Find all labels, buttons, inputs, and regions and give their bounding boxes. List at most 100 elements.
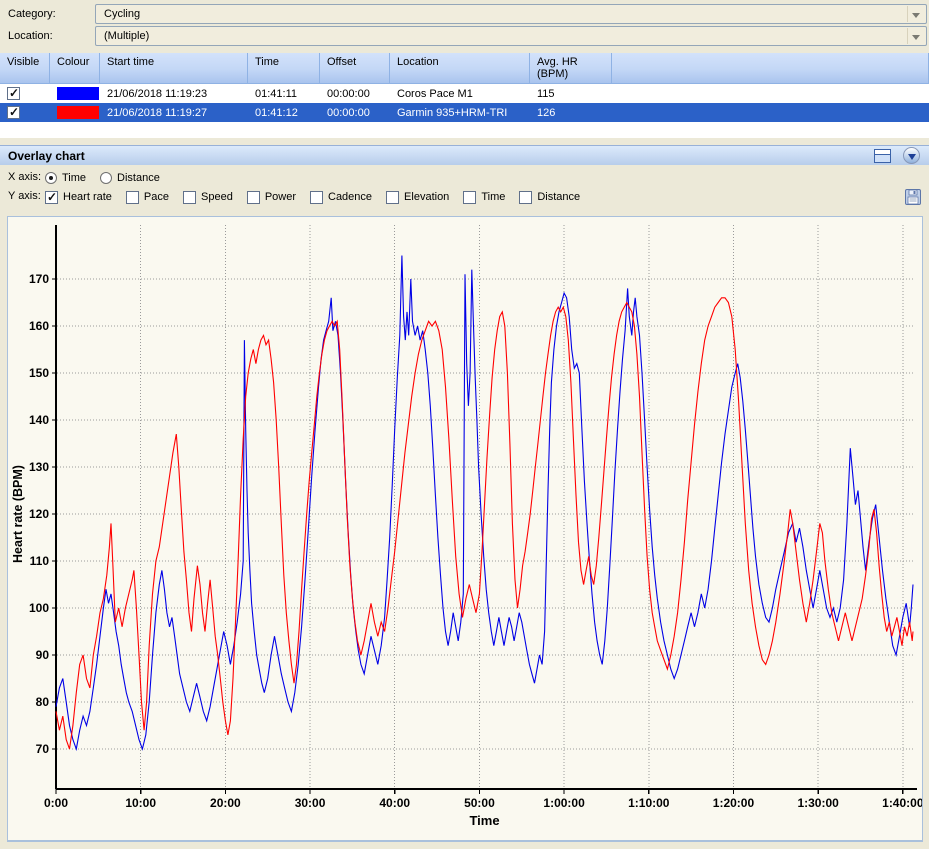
x-tick-label: 0:00 (44, 796, 68, 810)
radio-distance[interactable] (100, 172, 113, 184)
start-time-cell: 21/06/2018 11:19:23 (107, 87, 208, 100)
option-label: Elevation (404, 191, 450, 203)
column-header-avg-hr-bpm-[interactable]: Avg. HR (BPM) (530, 53, 612, 83)
y-tick-label: 120 (29, 507, 49, 521)
y-tick-label: 110 (30, 554, 50, 568)
checkbox-time[interactable] (463, 190, 477, 204)
option-label: Distance (537, 191, 581, 203)
overlay-chart-panel: 70 80 90 100 110 120 130 140 150 160 170 0:00 10:00 2… (7, 216, 924, 842)
option-label: Speed (201, 191, 233, 203)
table-row[interactable]: 21/06/2018 11:19:23 01:41:11 00:00:00 Coros… (0, 84, 929, 103)
location-cell: Coros Pace M1 (397, 87, 473, 100)
colour-swatch[interactable] (57, 87, 99, 100)
colour-swatch[interactable] (57, 106, 99, 119)
location-cell: Garmin 935+HRM-TRI (397, 106, 508, 119)
time-cell: 01:41:11 (255, 87, 298, 100)
avg-hr-cell: 126 (537, 106, 556, 119)
restore-window-icon[interactable] (874, 149, 891, 163)
yaxis-option-power[interactable]: Power (246, 190, 296, 204)
category-dropdown-button[interactable] (907, 6, 925, 22)
y-tick-label: 80 (36, 695, 50, 709)
column-header-filler[interactable] (612, 53, 929, 83)
column-header-location[interactable]: Location (390, 53, 530, 83)
x-axis-title: Time (469, 813, 499, 828)
column-header-start-time[interactable]: Start time (100, 53, 248, 83)
yaxis-option-distance[interactable]: Distance (519, 190, 581, 204)
activities-table: Visible Colour Start time Time Offset Locatio… (0, 53, 929, 138)
checkbox-cadence[interactable] (310, 190, 323, 204)
checkbox-power[interactable] (246, 190, 260, 204)
colour-cell (50, 87, 100, 100)
option-label: Distance (117, 172, 160, 184)
x-tick-label: 10:00 (125, 796, 156, 810)
yaxis-option-time[interactable]: Time (463, 190, 506, 204)
overlay-chart[interactable]: 70 80 90 100 110 120 130 140 150 160 170 0:00 10:00 2… (8, 217, 924, 839)
category-dropdown[interactable]: Cycling (95, 4, 927, 24)
offset-cell: 00:00:00 (327, 87, 370, 100)
collapse-panel-icon[interactable] (903, 147, 920, 164)
x-axis-label: X axis: (8, 171, 42, 183)
save-chart-button[interactable] (904, 188, 922, 206)
floppy-disk-icon (905, 189, 921, 205)
table-header: Visible Colour Start time Time Offset Locatio… (0, 53, 929, 84)
chevron-down-icon (912, 35, 920, 40)
xaxis-option-time[interactable]: Time (45, 172, 86, 184)
column-header-time[interactable]: Time (248, 53, 320, 83)
checkbox-pace[interactable] (125, 190, 139, 204)
yaxis-option-speed[interactable]: Speed (183, 190, 233, 204)
x-tick-label: 1:30:00 (797, 796, 839, 810)
option-label: Time (62, 172, 87, 184)
y-axis-controls: Y axis: Heart rate Pace Speed Power Cadence E… (0, 188, 929, 206)
yaxis-option-pace[interactable]: Pace (125, 190, 169, 204)
option-label: Power (264, 191, 296, 203)
y-tick-label: 130 (29, 460, 49, 474)
location-value: (Multiple) (104, 30, 150, 42)
visible-checkbox[interactable] (7, 87, 20, 100)
offset-cell: 00:00:00 (327, 106, 370, 119)
panel-title: Overlay chart (8, 149, 85, 163)
category-row: Category: Cycling (0, 4, 929, 24)
table-row[interactable]: 21/06/2018 11:19:27 01:41:12 00:00:00 Garmi… (0, 103, 929, 122)
chevron-down-icon (912, 13, 920, 18)
yaxis-option-cadence[interactable]: Cadence (310, 190, 373, 204)
column-header-visible[interactable]: Visible (0, 53, 50, 83)
yaxis-option-elevation[interactable]: Elevation (386, 190, 450, 204)
checkbox-speed[interactable] (183, 190, 196, 204)
y-axis-label: Y axis: (8, 190, 41, 202)
visible-cell (0, 106, 50, 119)
y-axis-title: Heart rate (BPM) (11, 465, 25, 563)
checkbox-elevation[interactable] (386, 190, 400, 204)
y-tick-label: 90 (36, 648, 50, 662)
location-label: Location: (8, 30, 53, 42)
x-tick-label: 1:00:00 (543, 796, 585, 810)
y-tick-label: 100 (29, 601, 49, 615)
x-axis-controls: X axis: Time Distance (0, 169, 929, 187)
start-time-cell: 21/06/2018 11:19:27 (107, 106, 208, 119)
visible-cell (0, 87, 50, 100)
column-header-offset[interactable]: Offset (320, 53, 390, 83)
xaxis-option-distance[interactable]: Distance (100, 172, 160, 184)
yaxis-option-heart-rate[interactable]: Heart rate (45, 190, 112, 204)
y-tick-label: 150 (29, 366, 49, 380)
radio-time[interactable] (45, 172, 57, 184)
checkbox-distance[interactable] (519, 190, 533, 204)
y-tick-label: 140 (29, 413, 49, 427)
time-cell: 01:41:12 (255, 106, 298, 119)
overlay-chart-panel-header: Overlay chart (0, 145, 929, 165)
option-label: Heart rate (63, 191, 112, 203)
visible-checkbox[interactable] (7, 106, 20, 119)
option-label: Time (481, 191, 506, 203)
option-label: Cadence (328, 191, 373, 203)
location-dropdown[interactable]: (Multiple) (95, 26, 927, 46)
series-garmin-935-hrm-tri (55, 297, 914, 750)
colour-cell (50, 106, 100, 119)
option-label: Pace (143, 191, 169, 203)
y-tick-label: 160 (29, 319, 49, 333)
checkbox-heart-rate[interactable] (45, 190, 58, 204)
avg-hr-cell: 115 (537, 87, 555, 100)
x-tick-label: 50:00 (464, 796, 495, 810)
column-header-colour[interactable]: Colour (50, 53, 100, 83)
location-dropdown-button[interactable] (907, 28, 925, 44)
x-tick-label: 1:20:00 (713, 796, 755, 810)
